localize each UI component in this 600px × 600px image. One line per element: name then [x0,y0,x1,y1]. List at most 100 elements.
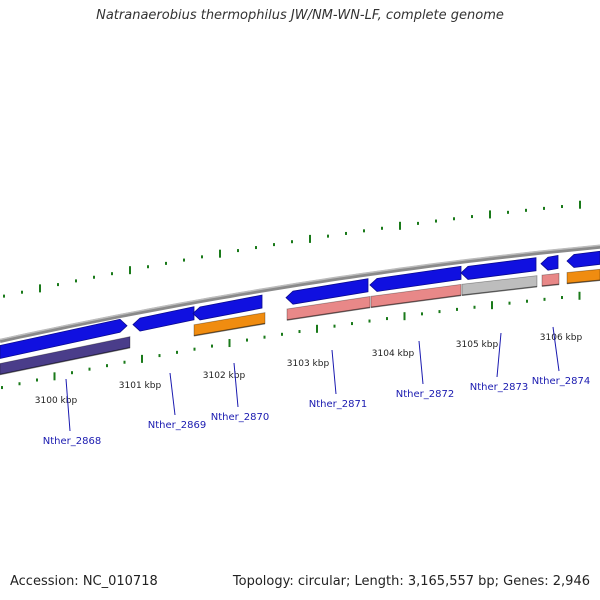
cds-block [286,296,371,321]
backbone-line [0,244,600,343]
inner-tick-ring [1,291,581,390]
outer-tick [309,234,311,243]
gene-leader-line [233,362,239,408]
inner-tick [281,332,283,336]
gene-leader-line [169,372,176,416]
outer-tick [111,272,113,276]
inner-tick [123,360,126,364]
outer-tick [147,265,149,269]
outer-tick [3,294,5,298]
gene-label: Nther_2871 [309,399,367,410]
cds-edge [370,294,462,309]
kbp-label: 3101 kbp [119,381,162,391]
outer-tick [75,279,77,283]
outer-tick [165,261,167,265]
outer-tick [345,231,347,235]
outer-tick [39,284,41,293]
inner-tick [18,382,21,386]
inner-tick [368,319,371,323]
outer-tick [327,234,329,238]
outer-tick [399,221,401,230]
cds-block [193,312,266,337]
inner-tick [403,312,406,321]
kbp-label: 3104 kbp [372,349,415,359]
gene-label: Nther_2869 [148,420,206,431]
gene-leader-line [65,378,71,432]
inner-tick [71,371,73,375]
gene-arrow [566,250,600,268]
topology-label: Topology: circular; Length: 3,165,557 bp… [232,574,590,589]
gene-label: Nther_2872 [396,389,454,400]
outer-tick [237,249,239,253]
kbp-label: 3102 kbp [203,371,246,381]
inner-tick [333,324,336,328]
outer-tick [561,205,563,209]
gene-leader-line [496,332,502,378]
inner-tick [316,324,318,333]
inner-tick [561,296,563,300]
cds-block [461,275,538,296]
cds-edge [0,346,131,376]
outer-tick [435,219,437,223]
inner-tick [246,338,248,342]
cds-block [541,272,560,287]
inner-tick [421,312,423,316]
accession-label: Accession: NC_010718 [10,574,158,589]
outer-tick-ring [3,200,581,298]
inner-tick [53,372,56,381]
gene-arrow [192,294,263,321]
inner-tick [106,364,108,368]
outer-tick [507,210,509,214]
outer-tick [471,215,473,219]
kbp-label: 3106 kbp [540,333,583,343]
backbone-highlight [0,244,600,341]
kbp-label: 3105 kbp [456,340,499,350]
backbone-ring [0,244,600,343]
inner-tick [158,354,161,358]
cds-edge [286,306,371,321]
cds-edge [193,322,266,337]
outer-tick [129,266,131,275]
inner-tick [263,335,266,339]
cds-edge [566,279,600,285]
gene-arrow [285,278,369,305]
gene-leader-line [418,340,424,385]
kbp-label: 3100 kbp [35,396,78,406]
outer-tick [579,200,581,209]
gene-label: Nther_2868 [43,436,101,447]
outer-tick [525,208,527,212]
cds-block [370,283,462,308]
cds-edge [461,285,538,297]
inner-tick [386,317,388,321]
inner-tick [36,378,38,382]
outer-tick [363,229,365,233]
gene-label: Nther_2870 [211,412,269,423]
outer-tick [489,210,491,219]
inner-tick [456,307,458,311]
cds-track [0,268,600,376]
inner-tick [228,339,231,348]
gene-label-group: Nther_2868 Nther_2869 Nther_2870 Nther_2871… [43,326,590,447]
outer-tick [219,249,221,258]
outer-tick [417,221,419,225]
outer-tick [291,240,293,244]
outer-tick [183,258,185,262]
outer-tick [57,283,59,287]
gene-leader-line [331,349,337,395]
cds-block [566,268,600,284]
cds-edge [541,283,560,287]
inner-tick [491,301,493,310]
inner-tick [473,305,476,309]
outer-tick [543,206,545,210]
gene-arrow [540,254,559,271]
inner-tick [298,330,301,334]
gene-leader-line [552,326,560,372]
gene-label: Nther_2873 [470,382,528,393]
inner-tick [141,354,143,363]
gene-arrow [0,318,128,359]
inner-tick [193,347,196,351]
inner-tick [578,291,581,300]
outer-tick [21,290,23,294]
cds-block [0,336,131,375]
